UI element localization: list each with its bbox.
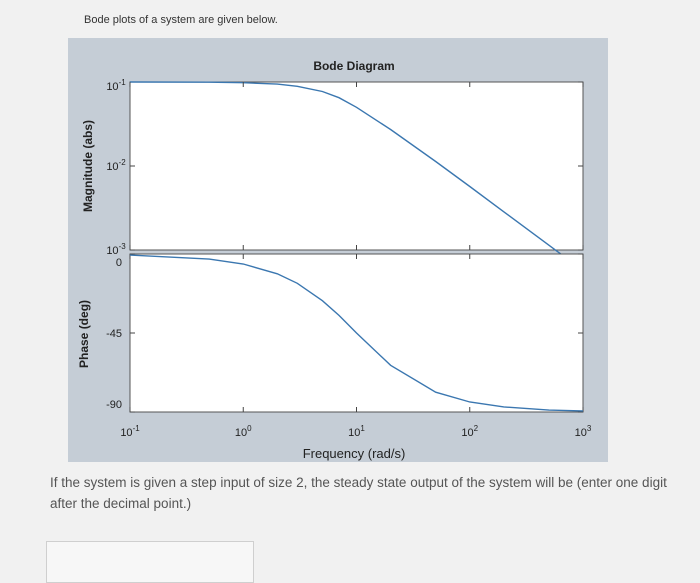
magnitude-ytick-label: 10-1: [106, 78, 126, 93]
phase-ytick-label: 0: [116, 257, 122, 269]
magnitude-plot-area: [129, 81, 584, 251]
phase-ytick-label: -90: [106, 399, 122, 411]
magnitude-ytick-labels: 10-1 10-2 10-3: [106, 78, 126, 257]
phase-ticks: [129, 82, 584, 413]
x-tick-labels: 10-1 100 101 102 103: [120, 424, 592, 439]
phase-ylabel: Phase (deg): [77, 300, 91, 368]
phase-line: [129, 254, 584, 412]
x-tick-label: 101: [348, 424, 365, 439]
magnitude-ytick-label: 10-3: [106, 242, 126, 257]
x-tick-label: 103: [575, 424, 592, 439]
magnitude-line: [129, 81, 584, 272]
x-axis-label: Frequency (rad/s): [303, 446, 406, 461]
bode-figure: Bode Diagram 10-1 10-2 10-3 Magnitude (abs…: [68, 38, 608, 462]
chart-title: Bode Diagram: [313, 59, 394, 73]
phase-ytick-label: -45: [106, 328, 122, 340]
magnitude-ytick-label: 10-2: [106, 158, 126, 173]
x-tick-label: 10-1: [120, 424, 140, 439]
magnitude-ylabel: Magnitude (abs): [81, 120, 95, 212]
bode-plot-svg: Bode Diagram 10-1 10-2 10-3 Magnitude (abs…: [77, 59, 592, 461]
phase-ytick-labels: 0 -45 -90: [106, 257, 122, 411]
prompt-text: Bode plots of a system are given below.: [84, 14, 278, 26]
x-tick-label: 100: [235, 424, 252, 439]
question-text: If the system is given a step input of s…: [50, 475, 667, 511]
answer-input[interactable]: [46, 541, 254, 583]
x-tick-label: 102: [461, 424, 478, 439]
